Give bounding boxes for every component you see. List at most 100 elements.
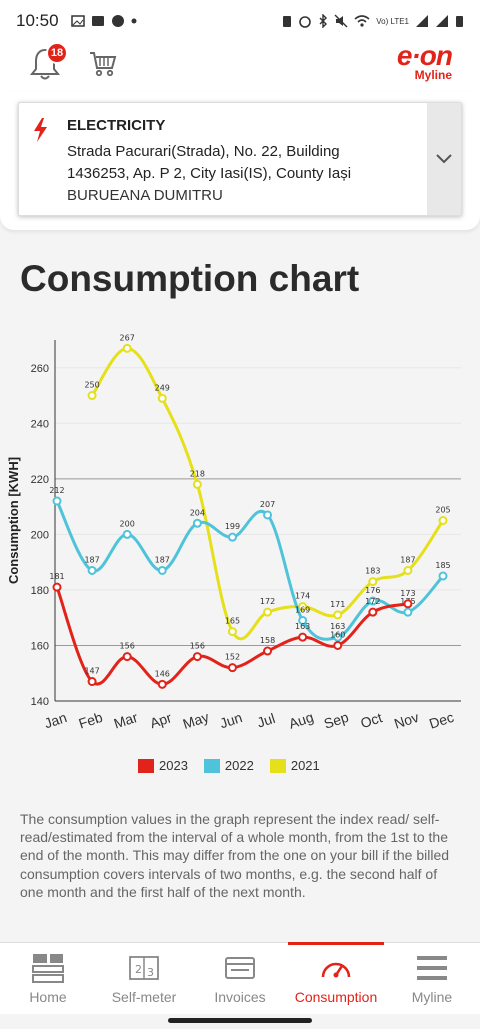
data-point-2022 [368,596,378,606]
notification-badge: 18 [46,42,68,64]
status-system-icons: Vo) LTE1 [282,14,464,28]
page-title: Consumption chart [20,258,360,299]
nav-item-self-meter[interactable]: 2 3 Self-meter [96,943,192,1014]
nav-label: Myline [411,989,453,1005]
data-label-2022: 212 [49,486,64,495]
y-axis-label: Consumption [KWH] [6,457,21,584]
data-point-2023 [87,677,97,687]
x-tick-label: May [181,709,211,732]
data-label-2023: 181 [49,572,64,581]
x-tick-label: Nov [392,709,421,732]
x-tick-label: Apr [148,709,174,731]
nav-item-consumption[interactable]: Consumption [288,942,384,1014]
nav-item-invoices[interactable]: Invoices [192,943,288,1014]
data-label-2023: 146 [155,669,170,678]
chart-svg: 140 160 180 200 220 240 260 Consumption [KWH] Ja… [6,333,461,732]
legend-label: 2022 [224,758,254,773]
nav-item-home[interactable]: Home [0,943,96,1014]
data-point-2022 [122,529,132,539]
battery-icon [456,16,463,27]
brand-name: e·on [396,40,453,71]
brand-sub: Myline [414,68,452,82]
mute-icon [334,14,348,28]
cart-icon[interactable] [88,50,118,78]
data-label-2021: 187 [400,555,415,564]
y-tick-label: 220 [31,474,49,486]
x-tick-label: Aug [287,709,316,732]
image-icon [70,15,85,27]
data-label-2023: 160 [330,630,345,639]
series-line-2022 [55,500,445,641]
data-point-2021 [227,627,237,637]
x-tick-label: Mar [112,709,140,732]
y-tick-label: 240 [31,418,49,430]
bluetooth-icon [319,14,328,28]
photo-icon [91,16,104,26]
legend-swatch [138,758,154,773]
account-owner: BURUEANA DUMITRU [67,187,223,204]
nav-label: Self-meter [111,989,177,1005]
data-label-2022: 169 [295,605,310,614]
address-line-2: 1436253, Ap. P 2, City Iasi(IS), County … [67,165,352,182]
legend-item-2022[interactable]: 2022 [203,758,254,773]
data-point-2022 [52,496,62,506]
account-address: Strada Pacurari(Strada), No. 22, Buildin… [67,141,417,185]
data-point-2022 [227,532,237,542]
data-point-2022 [298,615,308,625]
data-label-2022: 187 [84,555,99,564]
data-label-2021: 250 [84,381,99,390]
dot-icon [131,18,137,24]
meter-icon: 2 3 [129,956,159,980]
data-point-2021 [263,607,273,617]
app-header: 18 e·on Myline [0,42,480,92]
x-tick-label: Jun [218,709,244,731]
y-tick-label: 180 [31,585,49,597]
nav-item-myline[interactable]: Myline [384,943,480,1014]
data-label-2021: 172 [260,597,275,606]
network-label: Vo) LTE1 [376,16,409,26]
data-label-2022: 187 [155,555,170,564]
address-line-1: Strada Pacurari(Strada), No. 22, Buildin… [67,143,340,160]
data-point-2023 [157,679,167,689]
data-label-2021: 205 [435,506,450,515]
data-point-2023 [263,646,273,656]
account-dropdown-toggle[interactable] [427,103,461,215]
data-point-2023 [333,640,343,650]
chat-icon [111,15,124,27]
invoice-icon [225,957,255,979]
series-line-2023 [55,586,409,686]
y-tick-label: 160 [31,640,49,652]
legend-item-2023[interactable]: 2023 [138,758,188,773]
x-tick-label: Feb [77,709,105,732]
data-label-2023: 147 [84,667,99,676]
data-label-2021: 171 [330,600,345,609]
chevron-down-icon [436,154,452,164]
data-label-2023: 163 [295,622,310,631]
data-label-2023: 152 [225,653,240,662]
x-tick-label: Oct [358,709,384,731]
x-tick-label: Jan [42,709,68,731]
data-label-2022: 207 [260,500,275,509]
legend-item-2021[interactable]: 2021 [269,758,320,773]
legend-swatch [203,758,220,773]
battery-saver-icon [283,16,292,27]
x-tick-label: Sep [322,709,351,732]
data-label-2021: 174 [295,592,310,601]
data-point-2022 [157,565,167,575]
status-time: 10:50 [16,11,59,30]
data-point-2021 [333,610,343,620]
data-point-2023 [227,663,237,673]
chart-description: The consumption values in the graph repr… [20,811,450,900]
data-point-2022 [192,518,202,528]
data-label-2023: 158 [260,636,275,645]
data-point-2021 [298,602,308,612]
data-label-2022: 204 [190,508,205,517]
data-point-2023 [403,599,413,609]
data-point-2021 [122,343,132,353]
data-point-2021 [368,577,378,587]
gesture-bar[interactable] [168,1018,312,1023]
data-label-2023: 173 [400,589,415,598]
account-selector[interactable]: ELECTRICITY Strada Pacurari(Strada), No.… [18,102,462,216]
lightning-icon [34,118,47,142]
data-label-2022: 200 [120,519,135,528]
